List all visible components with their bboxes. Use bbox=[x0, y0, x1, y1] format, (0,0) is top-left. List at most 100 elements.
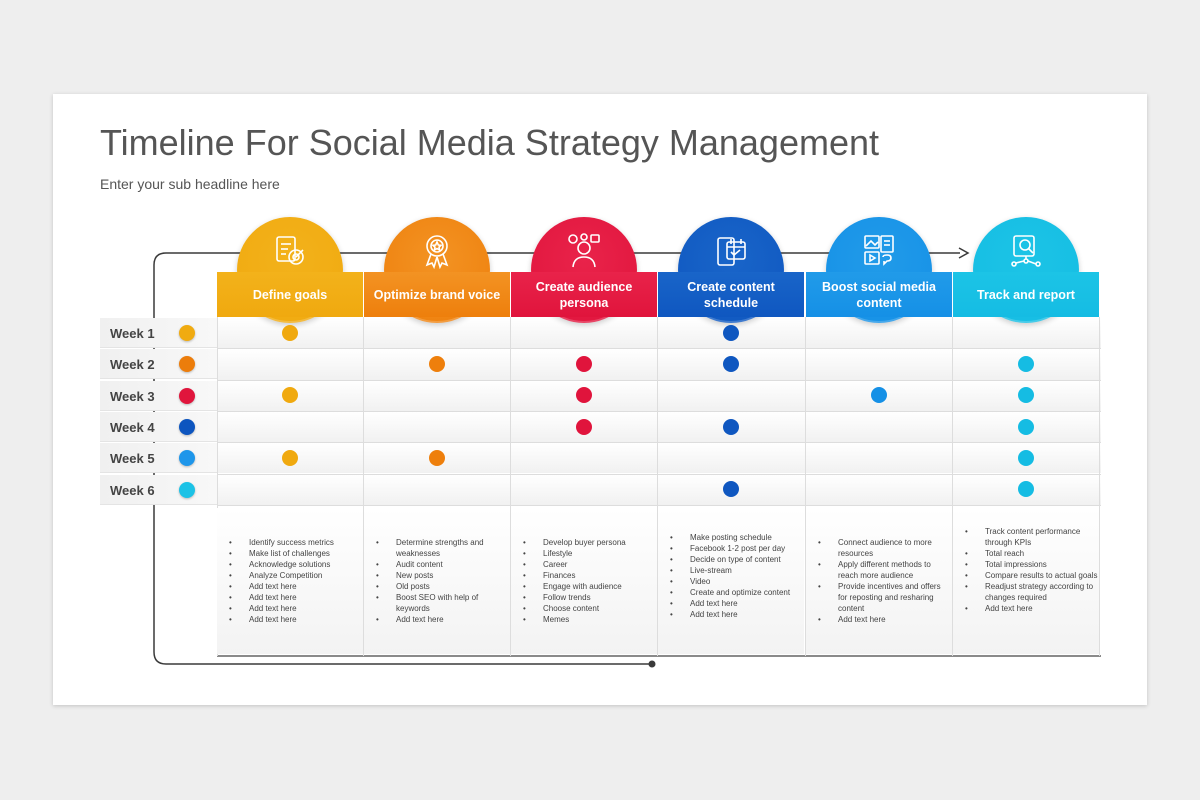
timeline-dot bbox=[1018, 355, 1034, 372]
note-item: Connect audience to more resources bbox=[818, 537, 952, 559]
grid-column-line bbox=[805, 317, 806, 656]
week-color-dot bbox=[179, 481, 195, 498]
grid-row-bg bbox=[217, 411, 1101, 443]
grid-row-bg bbox=[217, 474, 1101, 505]
grid-row-line bbox=[217, 348, 1101, 350]
note-item: Readjust strategy according to changes r… bbox=[965, 581, 1099, 603]
notes-list: Determine strengths and weaknessesAudit … bbox=[364, 537, 510, 625]
grid-column-line bbox=[217, 317, 218, 656]
note-item: Add text here bbox=[229, 614, 363, 625]
grid-row-bg bbox=[217, 349, 1101, 380]
timeline-dot bbox=[723, 324, 739, 341]
note-item: Provide incentives and offers for repost… bbox=[818, 581, 952, 614]
note-item: Add text here bbox=[376, 614, 510, 625]
week-label: Week 5 bbox=[110, 451, 155, 467]
grid-row-line bbox=[217, 379, 1101, 381]
note-item: Lifestyle bbox=[523, 548, 657, 559]
week-label-cell: Week 1 bbox=[100, 318, 217, 348]
stage-label: Boost social media content bbox=[822, 279, 936, 310]
stage-notes: Connect audience to more resourcesApply … bbox=[806, 508, 952, 654]
page-subtitle: Enter your sub headline here bbox=[100, 176, 280, 192]
timeline-dot bbox=[723, 481, 739, 498]
grid-row-line bbox=[217, 504, 1101, 506]
notes-list: Track content performance through KPIsTo… bbox=[953, 526, 1099, 614]
note-item: Analyze Competition bbox=[229, 570, 363, 581]
notes-list: Identify success metricsMake list of cha… bbox=[217, 537, 363, 625]
week-label: Week 1 bbox=[110, 326, 155, 341]
stage-notes: Identify success metricsMake list of cha… bbox=[217, 508, 363, 654]
grid-column-line bbox=[510, 317, 511, 656]
timeline-dot bbox=[282, 324, 298, 341]
grid-row-bg bbox=[217, 318, 1101, 349]
note-item: Decide on type of content bbox=[670, 554, 804, 565]
note-item: Determine strengths and weaknesses bbox=[376, 537, 510, 559]
page-title: Timeline For Social Media Strategy Manag… bbox=[100, 122, 880, 163]
week-label-cell: Week 3 bbox=[100, 380, 217, 411]
stage-label: Create audience persona bbox=[535, 279, 633, 310]
stage-header: Boost social media content bbox=[806, 272, 952, 317]
timeline-dot bbox=[282, 387, 298, 404]
grid-column-line bbox=[1099, 317, 1100, 656]
timeline-dot bbox=[576, 355, 592, 372]
note-item: Total impressions bbox=[965, 559, 1099, 570]
stage-header: Track and report bbox=[953, 272, 1099, 317]
note-item: Make list of challenges bbox=[229, 548, 363, 559]
timeline-dot bbox=[723, 418, 739, 435]
timeline-dot bbox=[1018, 481, 1034, 498]
stage-label: Optimize brand voice bbox=[373, 287, 501, 302]
note-item: Old posts bbox=[376, 581, 510, 592]
week-color-dot bbox=[179, 356, 195, 373]
note-item: Compare results to actual goals bbox=[965, 570, 1099, 581]
timeline-dot bbox=[576, 418, 592, 435]
note-item: Add text here bbox=[670, 609, 804, 620]
stage-notes: Track content performance through KPIsTo… bbox=[953, 508, 1099, 654]
week-label: Week 3 bbox=[110, 388, 155, 404]
timeline-dot bbox=[282, 449, 298, 466]
note-item: Total reach bbox=[965, 548, 1099, 559]
week-label-cell: Week 5 bbox=[100, 443, 217, 474]
timeline-dot bbox=[1018, 449, 1034, 466]
week-label-cell: Week 4 bbox=[100, 411, 217, 442]
note-item: Add text here bbox=[670, 598, 804, 609]
timeline-dot bbox=[1018, 418, 1034, 435]
note-item: Add text here bbox=[229, 592, 363, 603]
grid-row-line bbox=[217, 442, 1101, 444]
timeline-dot bbox=[576, 387, 592, 404]
note-item: Video bbox=[670, 576, 804, 587]
note-item: Identify success metrics bbox=[229, 537, 363, 548]
stage-notes: Make posting scheduleFacebook 1-2 post p… bbox=[658, 508, 804, 654]
note-item: Memes bbox=[523, 614, 657, 625]
note-item: New posts bbox=[376, 570, 510, 581]
stage-header: Create content schedule bbox=[658, 272, 804, 317]
week-color-dot bbox=[179, 325, 195, 341]
timeline-dot bbox=[429, 449, 445, 466]
note-item: Add text here bbox=[229, 581, 363, 592]
stage-label: Track and report bbox=[977, 287, 1075, 302]
note-item: Develop buyer persona bbox=[523, 537, 657, 548]
note-item: Add text here bbox=[818, 614, 952, 625]
grid-column-line bbox=[952, 317, 953, 656]
note-item: Facebook 1-2 post per day bbox=[670, 543, 804, 554]
grid-row-line bbox=[217, 473, 1101, 475]
week-label-cell: Week 6 bbox=[100, 474, 217, 505]
note-item: Finances bbox=[523, 570, 657, 581]
stage-notes: Determine strengths and weaknessesAudit … bbox=[364, 508, 510, 654]
note-item: Audit content bbox=[376, 559, 510, 570]
week-label: Week 6 bbox=[110, 482, 155, 498]
grid-column-line bbox=[657, 317, 658, 656]
note-item: Create and optimize content bbox=[670, 587, 804, 598]
note-item: Add text here bbox=[965, 603, 1099, 614]
note-item: Apply different methods to reach more au… bbox=[818, 559, 952, 581]
timeline-dot bbox=[871, 387, 887, 404]
notes-list: Make posting scheduleFacebook 1-2 post p… bbox=[658, 532, 804, 620]
week-label-cell: Week 2 bbox=[100, 349, 217, 380]
week-label: Week 4 bbox=[110, 419, 155, 435]
timeline-dot bbox=[1018, 387, 1034, 404]
note-item: Track content performance through KPIs bbox=[965, 526, 1099, 548]
grid-row-bg bbox=[217, 380, 1101, 411]
stage-label: Create content schedule bbox=[687, 279, 775, 310]
stage-header: Optimize brand voice bbox=[364, 272, 510, 317]
note-item: Engage with audience bbox=[523, 581, 657, 592]
grid-row-bg bbox=[217, 443, 1101, 474]
stage-header: Define goals bbox=[217, 272, 363, 317]
